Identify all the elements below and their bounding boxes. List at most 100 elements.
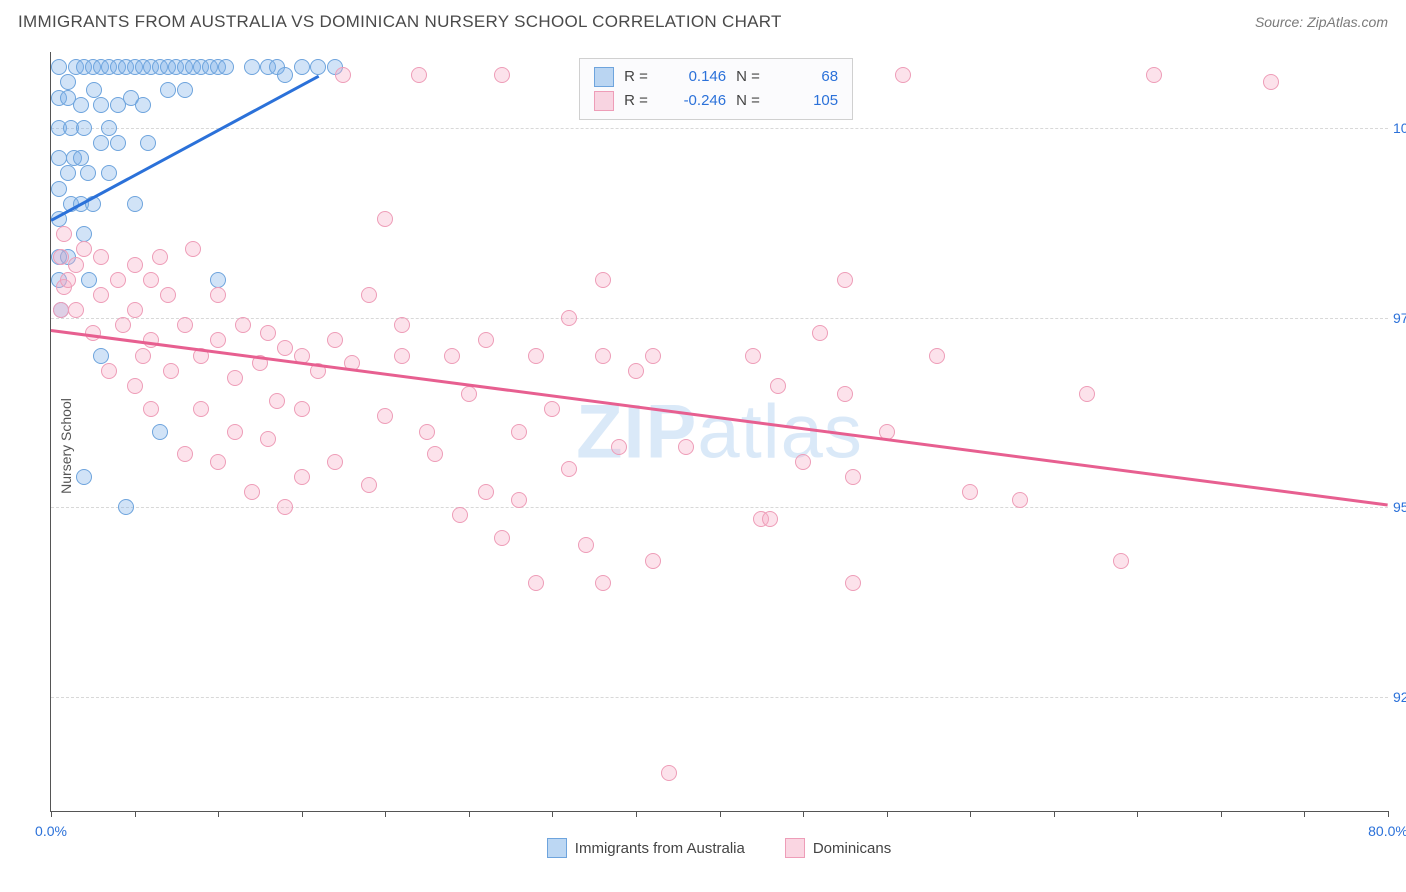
gridline [51,697,1388,698]
x-tick [302,811,303,817]
data-point [244,484,260,500]
data-point [645,553,661,569]
data-point [269,393,285,409]
data-point [127,257,143,273]
data-point [845,575,861,591]
x-tick [1221,811,1222,817]
data-point [561,310,577,326]
correlation-legend: R =0.146N =68R = -0.246 N = 105 [579,58,853,120]
data-point [578,537,594,553]
data-point [628,363,644,379]
data-point [310,59,326,75]
data-point [152,424,168,440]
data-point [929,348,945,364]
data-point [394,317,410,333]
x-tick-label: 80.0% [1368,823,1406,839]
data-point [511,424,527,440]
data-point [101,363,117,379]
data-point [143,272,159,288]
legend-item: Immigrants from Australia [547,838,745,858]
data-point [277,499,293,515]
data-point [177,82,193,98]
data-point [51,150,67,166]
data-point [68,257,84,273]
x-tick-label: 0.0% [35,823,67,839]
data-point [177,317,193,333]
data-point [595,575,611,591]
data-point [377,408,393,424]
data-point [335,67,351,83]
legend-row: R =-0.246N =105 [594,89,838,113]
data-point [60,165,76,181]
x-tick [636,811,637,817]
data-point [294,59,310,75]
data-point [110,272,126,288]
data-point [76,469,92,485]
data-point [478,332,494,348]
data-point [80,165,96,181]
legend-item: Dominicans [785,838,891,858]
x-tick [803,811,804,817]
x-tick [1388,811,1389,817]
data-point [93,249,109,265]
data-point [795,454,811,470]
data-point [770,378,786,394]
data-point [361,477,377,493]
data-point [115,317,131,333]
legend-n-value: 105 [780,89,838,113]
data-point [962,484,978,500]
data-point [51,59,67,75]
legend-r-label: R = [624,65,658,89]
data-point [494,67,510,83]
data-point [294,401,310,417]
data-point [76,226,92,242]
data-point [210,454,226,470]
data-point [1146,67,1162,83]
legend-row: R =0.146N =68 [594,65,838,89]
legend-label: Dominicans [813,840,891,857]
y-tick-label: 97.5% [1393,310,1406,326]
data-point [762,511,778,527]
data-point [361,287,377,303]
data-point [544,401,560,417]
data-point [152,249,168,265]
data-point [73,97,89,113]
legend-n-label: N = [736,89,770,113]
legend-swatch [594,67,614,87]
data-point [76,241,92,257]
data-point [101,120,117,136]
x-tick [1304,811,1305,817]
data-point [244,59,260,75]
data-point [1012,492,1028,508]
data-point [837,272,853,288]
data-point [645,348,661,364]
data-point [595,272,611,288]
data-point [595,348,611,364]
data-point [110,135,126,151]
data-point [73,150,89,166]
data-point [235,317,251,333]
y-tick-label: 92.5% [1393,689,1406,705]
x-tick [469,811,470,817]
data-point [163,363,179,379]
chart-title: IMMIGRANTS FROM AUSTRALIA VS DOMINICAN N… [18,12,782,32]
legend-swatch [594,91,614,111]
data-point [611,439,627,455]
data-point [494,530,510,546]
data-point [528,575,544,591]
data-point [81,272,97,288]
gridline [51,507,1388,508]
legend-swatch [547,838,567,858]
data-point [227,370,243,386]
data-point [60,74,76,90]
data-point [56,226,72,242]
x-tick [887,811,888,817]
legend-r-value: -0.246 [668,89,726,113]
scatter-chart: ZIPatlas 92.5%95.0%97.5%100.0%0.0%80.0%R… [50,52,1388,812]
trend-line [51,329,1388,506]
data-point [86,82,102,98]
data-point [118,499,134,515]
data-point [661,765,677,781]
data-point [895,67,911,83]
data-point [160,82,176,98]
